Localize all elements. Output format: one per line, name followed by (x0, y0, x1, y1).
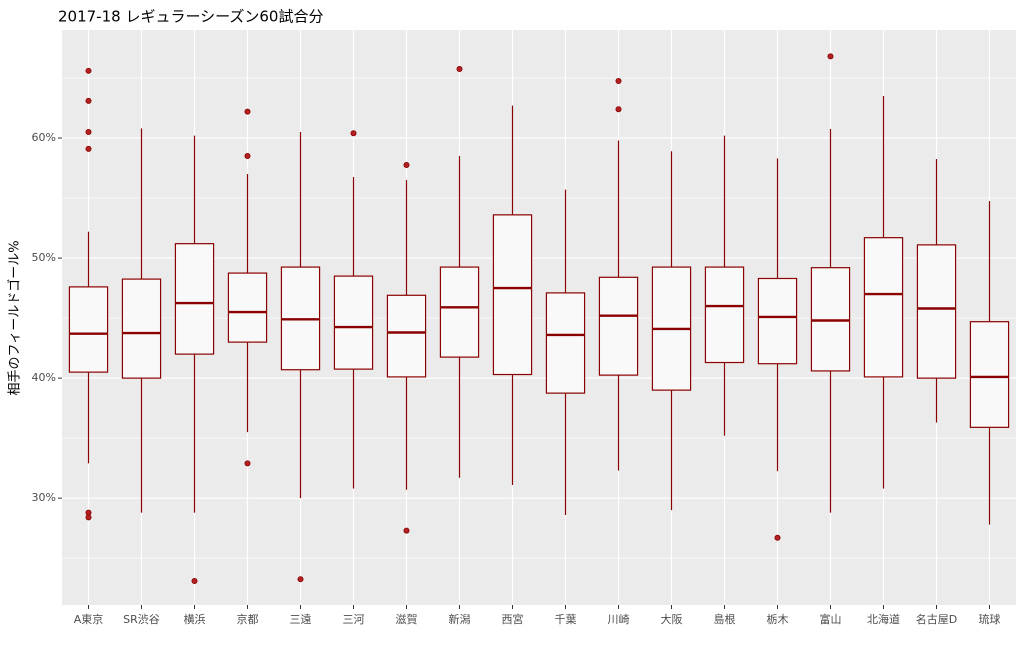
box (704, 266, 745, 364)
box (545, 292, 586, 394)
box (810, 267, 851, 372)
outlier (774, 534, 781, 541)
y-tick-label: 40% (32, 371, 56, 384)
outlier (403, 162, 410, 169)
outlier (350, 130, 357, 137)
x-tick-label: 滋賀 (396, 613, 418, 626)
outlier (615, 78, 622, 85)
box (121, 278, 162, 379)
x-tick-label: 川崎 (608, 612, 630, 626)
box (863, 237, 904, 378)
x-tick-label: 琉球 (979, 612, 1001, 626)
y-axis-label: 相手のフィールドゴール% (7, 240, 23, 395)
outlier (456, 66, 463, 73)
x-tick-label: 三河 (343, 613, 365, 626)
box (492, 214, 533, 376)
box (439, 266, 480, 358)
outlier (297, 576, 304, 583)
y-tick-label: 30% (32, 491, 56, 504)
x-tick-label: SR渋谷 (123, 613, 160, 626)
plot-background (62, 30, 1016, 605)
outlier (244, 108, 251, 115)
x-tick-label: A東京 (74, 612, 104, 626)
x-tick-label: 島根 (714, 612, 736, 626)
outlier (244, 460, 251, 467)
box (757, 277, 798, 365)
box (68, 286, 109, 373)
outlier (403, 527, 410, 534)
x-tick-label: 西宮 (502, 612, 524, 626)
outlier (191, 577, 198, 584)
x-tick-label: 栃木 (767, 612, 789, 626)
x-tick-label: 京都 (237, 612, 259, 626)
outlier (85, 67, 92, 74)
x-tick-label: 大阪 (661, 612, 683, 626)
box (333, 275, 374, 370)
box (227, 272, 268, 343)
x-tick-label: 三遠 (290, 613, 312, 626)
outlier (85, 97, 92, 104)
y-tick-label: 50% (32, 251, 56, 264)
outlier (615, 106, 622, 113)
box (598, 276, 639, 376)
outlier (85, 145, 92, 152)
y-tick-label: 60% (32, 131, 56, 144)
box (386, 294, 427, 378)
box (969, 321, 1010, 428)
x-tick-label: 横浜 (184, 612, 206, 626)
x-tick-label: 新潟 (449, 612, 471, 626)
box (916, 244, 957, 379)
x-tick-label: 北海道 (867, 612, 900, 626)
x-tick-label: 富山 (820, 612, 842, 626)
chart-title: 2017-18 レギュラーシーズン60試合分 (58, 8, 323, 26)
outlier (827, 53, 834, 60)
outlier (85, 514, 92, 521)
x-tick-label: 名古屋D (916, 612, 957, 626)
box (174, 243, 215, 355)
x-tick-label: 千葉 (555, 612, 577, 626)
outlier (85, 129, 92, 136)
outlier (244, 153, 251, 160)
